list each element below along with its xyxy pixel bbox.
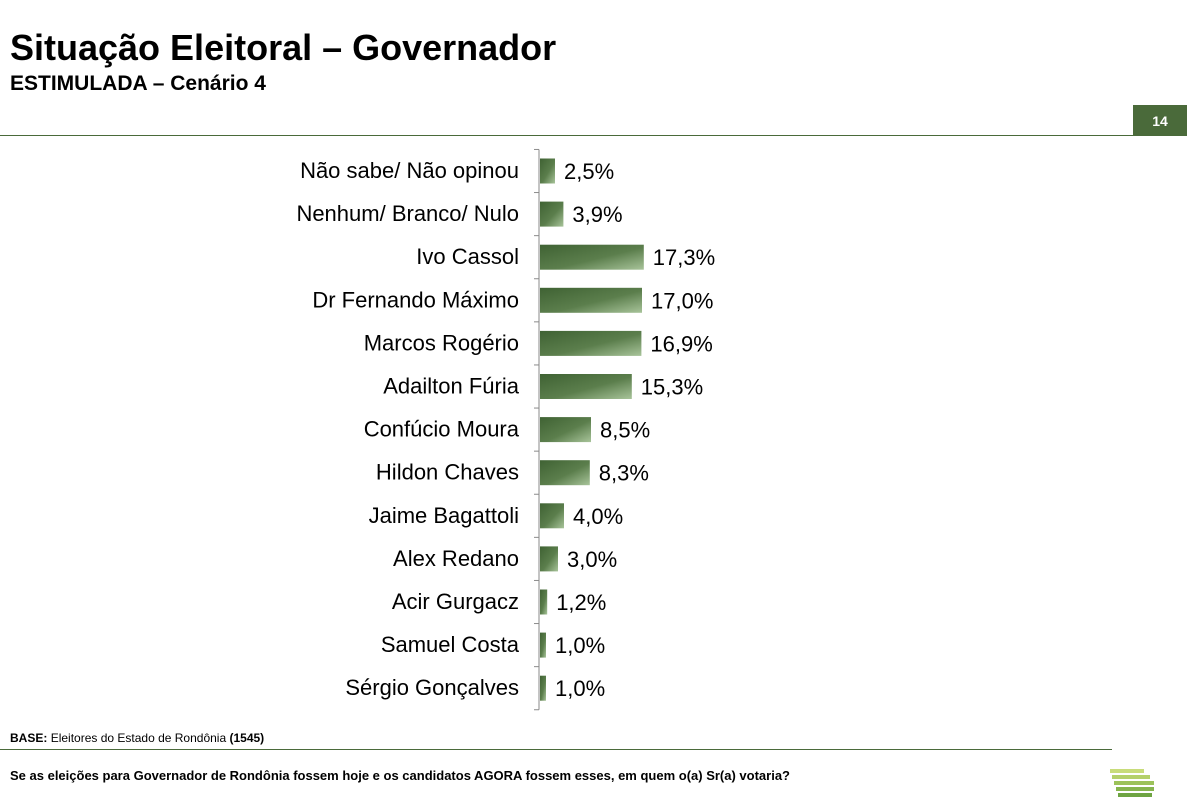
category-label: Não sabe/ Não opinou — [300, 158, 519, 183]
category-label: Alex Redano — [393, 546, 519, 571]
category-label: Nenhum/ Branco/ Nulo — [296, 201, 519, 226]
bar — [540, 158, 555, 184]
bar — [540, 503, 564, 529]
bar — [540, 330, 642, 356]
base-text: Eleitores do Estado de Rondônia — [50, 731, 227, 745]
bar — [540, 460, 590, 486]
base-count: (1545) — [229, 731, 265, 745]
data-label: 3,9% — [572, 202, 622, 227]
bar — [540, 374, 632, 399]
data-label: 4,0% — [573, 504, 623, 529]
data-label: 8,5% — [600, 418, 650, 443]
base-note: BASE: Eleitores do Estado de Rondônia (1… — [10, 731, 264, 745]
header-divider — [0, 135, 1187, 136]
page-title: Situação Eleitoral – Governador — [10, 27, 557, 68]
bar — [540, 287, 642, 313]
bar — [540, 675, 546, 701]
data-label: 1,2% — [556, 590, 606, 615]
data-label: 17,0% — [651, 288, 713, 313]
data-label: 16,9% — [650, 331, 712, 356]
category-label: Hildon Chaves — [376, 460, 519, 485]
bar — [540, 632, 546, 658]
data-label: 17,3% — [653, 245, 715, 270]
footer-divider — [0, 749, 1112, 750]
page-number-badge: 14 — [1133, 105, 1187, 136]
data-label: 1,0% — [555, 676, 605, 701]
bar — [540, 546, 558, 572]
survey-question: Se as eleições para Governador de Rondôn… — [10, 768, 790, 783]
data-label: 1,0% — [555, 633, 605, 658]
bar — [540, 201, 564, 227]
data-label: 2,5% — [564, 159, 614, 184]
category-label: Samuel Costa — [381, 632, 520, 657]
data-label: 8,3% — [599, 461, 649, 486]
bar — [540, 244, 644, 270]
striped-bars-logo-icon — [1110, 769, 1154, 797]
category-label: Sérgio Gonçalves — [345, 675, 519, 700]
category-label: Marcos Rogério — [364, 330, 519, 355]
bar-chart: Não sabe/ Não opinou 2,5% Nenhum/ Branco/ … — [296, 148, 715, 711]
data-label: 3,0% — [567, 547, 617, 572]
category-label: Adailton Fúria — [383, 374, 520, 399]
bar — [540, 589, 548, 615]
data-label: 15,3% — [641, 375, 703, 400]
category-label: Confúcio Moura — [364, 417, 520, 442]
base-label: BASE: — [10, 731, 48, 745]
page-subtitle: ESTIMULADA – Cenário 4 — [10, 72, 266, 95]
category-label: Jaime Bagattoli — [369, 503, 519, 528]
category-label: Acir Gurgacz — [392, 589, 519, 614]
category-label: Ivo Cassol — [416, 244, 519, 269]
category-label: Dr Fernando Máximo — [312, 287, 519, 312]
bar — [540, 417, 591, 443]
